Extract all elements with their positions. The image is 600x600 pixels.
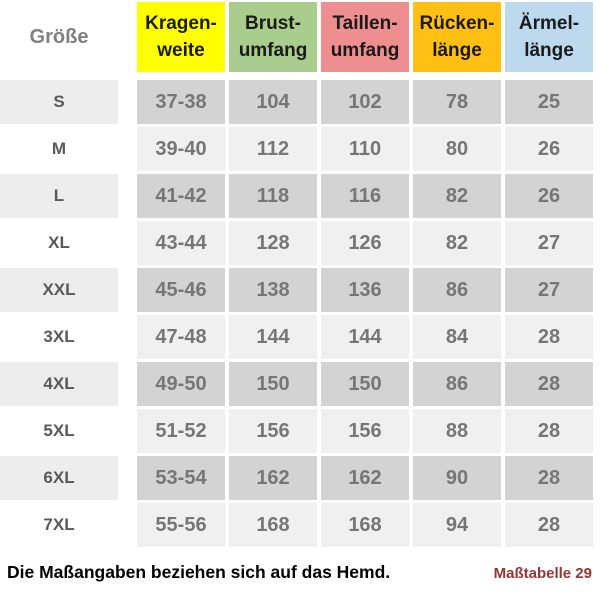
value-cell-taillenumfang: 150 — [321, 362, 409, 406]
value-cell-brustumfang: 168 — [229, 503, 317, 547]
table-row: XL 43-44 128 126 82 27 — [0, 221, 593, 265]
value-cell-aermellaenge: 28 — [505, 315, 593, 359]
value-cell-kragenweite: 39-40 — [137, 127, 225, 171]
size-label: M — [0, 127, 118, 171]
header-line: länge — [432, 40, 482, 61]
table-row: 7XL 55-56 168 168 94 28 — [0, 503, 593, 547]
value-cell-brustumfang: 112 — [229, 127, 317, 171]
table-header-row: Größe Kragen- weite Brust- umfang Taille… — [0, 2, 593, 72]
header-line: Ärmel- — [518, 13, 580, 34]
table-row: 6XL 53-54 162 162 90 28 — [0, 456, 593, 500]
value-cell-taillenumfang: 156 — [321, 409, 409, 453]
value-cell-rueckenlaenge: 94 — [413, 503, 501, 547]
table-row: L 41-42 118 116 82 26 — [0, 174, 593, 218]
column-header-taillenumfang: Taillen- umfang — [321, 2, 409, 72]
header-line: weite — [157, 40, 205, 61]
table-row: 4XL 49-50 150 150 86 28 — [0, 362, 593, 406]
value-cell-aermellaenge: 28 — [505, 362, 593, 406]
size-label: L — [0, 174, 118, 218]
table-body: S 37-38 104 102 78 25 M 39-40 112 110 80… — [0, 80, 593, 547]
value-cell-aermellaenge: 26 — [505, 174, 593, 218]
value-cell-brustumfang: 144 — [229, 315, 317, 359]
column-header-brustumfang: Brust- umfang — [229, 2, 317, 72]
header-line: Brust- — [245, 13, 301, 34]
table-row: XXL 45-46 138 136 86 27 — [0, 268, 593, 312]
header-line: Taillen- — [332, 13, 398, 34]
table-row: S 37-38 104 102 78 25 — [0, 80, 593, 124]
value-cell-aermellaenge: 27 — [505, 221, 593, 265]
value-cell-taillenumfang: 102 — [321, 80, 409, 124]
value-cell-rueckenlaenge: 86 — [413, 268, 501, 312]
size-label: 3XL — [0, 315, 118, 359]
size-label: 7XL — [0, 503, 118, 547]
value-cell-rueckenlaenge: 82 — [413, 174, 501, 218]
table-row: M 39-40 112 110 80 26 — [0, 127, 593, 171]
size-label: 6XL — [0, 456, 118, 500]
header-line: Rücken- — [419, 13, 495, 34]
size-chart-reference: Maßtabelle 29 — [493, 565, 592, 582]
value-cell-aermellaenge: 28 — [505, 409, 593, 453]
value-cell-brustumfang: 118 — [229, 174, 317, 218]
value-cell-kragenweite: 37-38 — [137, 80, 225, 124]
value-cell-taillenumfang: 116 — [321, 174, 409, 218]
column-header-aermellaenge: Ärmel- länge — [505, 2, 593, 72]
header-line: Kragen- — [145, 13, 217, 34]
size-label: 4XL — [0, 362, 118, 406]
value-cell-taillenumfang: 144 — [321, 315, 409, 359]
measurement-note: Die Maßangaben beziehen sich auf das Hem… — [7, 562, 391, 582]
column-header-rueckenlaenge: Rücken- länge — [413, 2, 501, 72]
footer: Die Maßangaben beziehen sich auf das Hem… — [7, 562, 592, 583]
value-cell-taillenumfang: 136 — [321, 268, 409, 312]
value-cell-brustumfang: 138 — [229, 268, 317, 312]
value-cell-taillenumfang: 168 — [321, 503, 409, 547]
value-cell-taillenumfang: 126 — [321, 221, 409, 265]
value-cell-rueckenlaenge: 90 — [413, 456, 501, 500]
value-cell-brustumfang: 128 — [229, 221, 317, 265]
size-table: Größe Kragen- weite Brust- umfang Taille… — [0, 2, 593, 550]
value-cell-rueckenlaenge: 84 — [413, 315, 501, 359]
header-line: umfang — [330, 40, 400, 61]
value-cell-aermellaenge: 28 — [505, 456, 593, 500]
value-cell-kragenweite: 45-46 — [137, 268, 225, 312]
value-cell-kragenweite: 55-56 — [137, 503, 225, 547]
table-row: 5XL 51-52 156 156 88 28 — [0, 409, 593, 453]
value-cell-kragenweite: 43-44 — [137, 221, 225, 265]
value-cell-brustumfang: 162 — [229, 456, 317, 500]
value-cell-kragenweite: 49-50 — [137, 362, 225, 406]
value-cell-rueckenlaenge: 82 — [413, 221, 501, 265]
value-cell-brustumfang: 104 — [229, 80, 317, 124]
value-cell-kragenweite: 51-52 — [137, 409, 225, 453]
size-label: S — [0, 80, 118, 124]
column-header-kragenweite: Kragen- weite — [137, 2, 225, 72]
size-label: XXL — [0, 268, 118, 312]
value-cell-rueckenlaenge: 88 — [413, 409, 501, 453]
value-cell-aermellaenge: 27 — [505, 268, 593, 312]
value-cell-kragenweite: 47-48 — [137, 315, 225, 359]
value-cell-brustumfang: 156 — [229, 409, 317, 453]
table-row: 3XL 47-48 144 144 84 28 — [0, 315, 593, 359]
size-label: 5XL — [0, 409, 118, 453]
column-header-groesse: Größe — [0, 2, 118, 72]
value-cell-kragenweite: 41-42 — [137, 174, 225, 218]
value-cell-brustumfang: 150 — [229, 362, 317, 406]
value-cell-aermellaenge: 25 — [505, 80, 593, 124]
value-cell-taillenumfang: 162 — [321, 456, 409, 500]
value-cell-aermellaenge: 28 — [505, 503, 593, 547]
header-line: umfang — [238, 40, 308, 61]
value-cell-rueckenlaenge: 80 — [413, 127, 501, 171]
value-cell-rueckenlaenge: 78 — [413, 80, 501, 124]
value-cell-taillenumfang: 110 — [321, 127, 409, 171]
value-cell-rueckenlaenge: 86 — [413, 362, 501, 406]
value-cell-aermellaenge: 26 — [505, 127, 593, 171]
header-line: länge — [524, 40, 574, 61]
size-label: XL — [0, 221, 118, 265]
value-cell-kragenweite: 53-54 — [137, 456, 225, 500]
